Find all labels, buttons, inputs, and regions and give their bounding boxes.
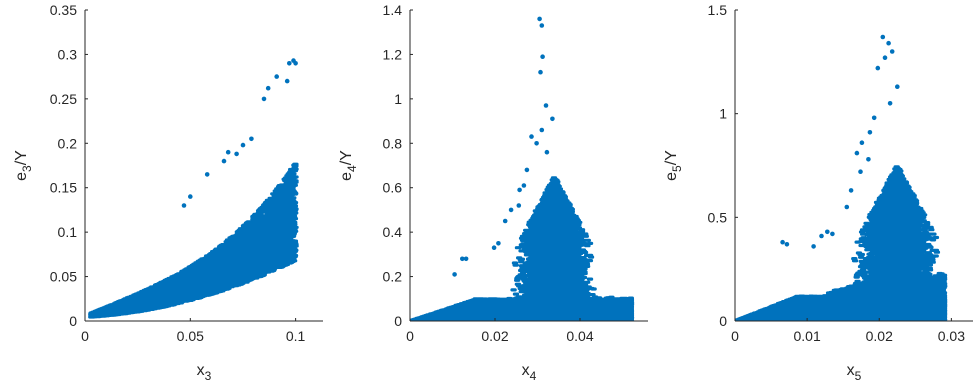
y-axis-label: e4/Y — [338, 150, 359, 181]
y-tick-label: 0.25 — [50, 91, 77, 107]
y-tick-label: 1.5 — [708, 2, 728, 18]
scatter-point — [529, 134, 534, 139]
scatter-point — [496, 241, 501, 246]
scatter-point — [871, 115, 877, 121]
scatter-point — [188, 194, 193, 199]
scatter-cloud — [410, 176, 635, 321]
x-axis-label: x4 — [522, 362, 537, 383]
scatter-point — [848, 188, 854, 193]
scatter-point — [452, 272, 457, 277]
y-tick-label: 0 — [719, 313, 727, 329]
y-tick-label: 0.15 — [50, 180, 77, 196]
scatter-point — [858, 169, 863, 174]
y-tick-label: 0.8 — [383, 135, 403, 151]
scatter-point — [516, 203, 522, 208]
y-tick-label: 0.4 — [383, 224, 403, 240]
scatter-point — [844, 204, 850, 210]
subplot-1: 0 0.05 0.1 0 0.05 0.1 0.15 0.2 0.25 0.3 0.35 x3 e3/Y — [13, 2, 323, 383]
y-tick-label: 1 — [394, 91, 402, 107]
scatter-point — [287, 61, 292, 66]
x-tick-label: 0.01 — [793, 328, 820, 344]
scatter-point — [544, 149, 550, 155]
y-tick-label: 0.1 — [58, 224, 78, 240]
scatter-point — [463, 256, 469, 262]
x-tick-label: 0.05 — [177, 328, 204, 344]
scatter-point — [540, 54, 545, 59]
scatter-point — [240, 142, 246, 148]
subplot-2: 0 0.02 0.04 0 0.2 0.4 0.6 0.8 1 1.2 1.4 x4 e4/Y — [338, 2, 648, 383]
scatter-point — [550, 116, 555, 122]
scatter-cloud — [735, 165, 948, 321]
y-axis-label: e3/Y — [13, 150, 34, 181]
scatter-point — [221, 158, 227, 164]
y-tick-label: 0.05 — [50, 269, 77, 285]
scatter-point — [859, 140, 865, 145]
scatter-point — [460, 256, 465, 262]
scatter-point — [524, 167, 530, 173]
x-axis-label: x5 — [847, 362, 862, 383]
scatter-point — [867, 130, 873, 135]
x-tick-label: 0.03 — [938, 328, 965, 344]
x-tick-label: 0.02 — [481, 328, 508, 344]
scatter-point — [261, 96, 267, 102]
y-tick-label: 1 — [719, 106, 727, 122]
x-tick-label: 0 — [81, 328, 89, 344]
scatter-point — [539, 127, 545, 133]
scatter-point — [534, 141, 539, 146]
scatter-point — [830, 231, 835, 237]
x-tick-label: 0 — [406, 328, 414, 344]
scatter-point — [543, 103, 549, 108]
scatter-point — [204, 172, 210, 177]
scatter-point — [502, 218, 508, 224]
scatter-point — [880, 34, 886, 40]
scatter-point — [249, 136, 254, 142]
y-tick-label: 0.2 — [383, 269, 403, 285]
scatter-point — [517, 187, 522, 193]
scatter-point — [234, 151, 239, 157]
scatter-point — [886, 40, 891, 46]
x-tick-label: 0.04 — [566, 328, 593, 344]
scatter-point — [895, 84, 900, 89]
scatter-point — [265, 85, 271, 91]
y-tick-label: 0.35 — [50, 2, 77, 18]
x-tick-label: 0 — [731, 328, 739, 344]
scatter-point — [181, 203, 187, 208]
y-axis-label: e5/Y — [663, 150, 684, 181]
scatter-point — [225, 149, 231, 155]
scatter-point — [293, 61, 298, 66]
scatter-point — [491, 245, 497, 250]
scatter-point — [854, 150, 860, 156]
scatter-point — [780, 239, 785, 245]
scatter-point — [537, 16, 542, 22]
y-tick-label: 0.5 — [708, 209, 728, 225]
y-tick-label: 0.2 — [58, 135, 78, 151]
scatter-point — [521, 183, 527, 188]
scatter-point — [889, 49, 895, 54]
scatter-point — [784, 242, 790, 247]
scatter-point — [274, 74, 280, 79]
scatter-point — [508, 207, 514, 213]
scatter-point — [539, 23, 545, 28]
scatter-point — [819, 233, 824, 239]
scatter-point — [284, 78, 290, 84]
y-tick-label: 0 — [394, 313, 402, 329]
scatter-point — [887, 101, 893, 106]
scatter-cloud — [88, 162, 299, 319]
x-tick-label: 0.1 — [286, 328, 306, 344]
y-tick-label: 0.3 — [58, 46, 78, 62]
x-tick-label: 0.02 — [866, 328, 893, 344]
scatter-point — [538, 69, 543, 75]
y-tick-label: 1.2 — [383, 46, 403, 62]
y-tick-label: 0.6 — [383, 180, 403, 196]
scatter-point — [866, 157, 871, 162]
subplot-3: 0 0.01 0.02 0.03 0 0.5 1 1.5 x5 e5/Y — [663, 2, 973, 383]
scatter-point — [882, 55, 888, 60]
x-axis-label: x3 — [197, 362, 212, 383]
scatter-point — [825, 229, 830, 235]
y-tick-label: 1.4 — [383, 2, 403, 18]
scatter-point — [811, 244, 816, 249]
y-tick-label: 0 — [69, 313, 77, 329]
scatter-point — [875, 65, 881, 71]
